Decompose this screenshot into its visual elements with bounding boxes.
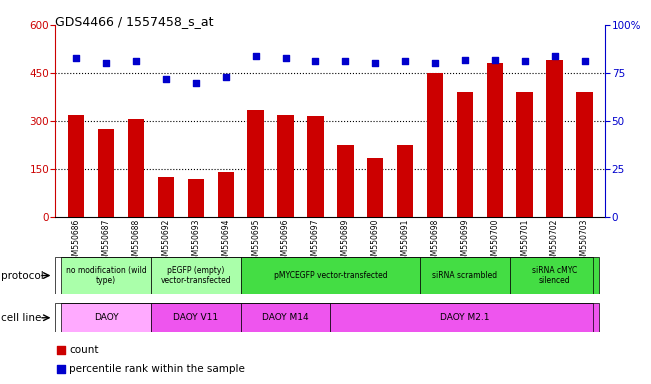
Bar [546, 60, 563, 217]
Bar [241, 303, 330, 332]
Point [460, 56, 470, 63]
Point [490, 56, 500, 63]
Point [251, 53, 261, 59]
Text: pEGFP (empty)
vector-transfected: pEGFP (empty) vector-transfected [161, 266, 231, 285]
Point [519, 58, 530, 65]
Point [311, 58, 321, 65]
Bar [510, 257, 600, 294]
Text: percentile rank within the sample: percentile rank within the sample [69, 364, 245, 374]
Bar [277, 114, 294, 217]
Bar [217, 172, 234, 217]
Point [340, 58, 350, 65]
Bar [307, 116, 324, 217]
Text: no modification (wild
type): no modification (wild type) [66, 266, 146, 285]
Point [430, 60, 440, 66]
Bar [68, 114, 85, 217]
Text: DAOY V11: DAOY V11 [173, 313, 219, 322]
Point [191, 79, 201, 86]
Point [161, 76, 171, 82]
Bar [61, 303, 151, 332]
Point [71, 55, 81, 61]
Point [131, 58, 141, 65]
Point [400, 58, 410, 65]
Text: DAOY M2.1: DAOY M2.1 [440, 313, 490, 322]
Text: pMYCEGFP vector-transfected: pMYCEGFP vector-transfected [273, 271, 387, 280]
Point [375, 120, 385, 126]
Bar [98, 129, 115, 217]
Text: cell line: cell line [1, 313, 42, 323]
Point [579, 58, 590, 65]
Point [281, 55, 291, 61]
Bar [337, 145, 353, 217]
Bar [330, 303, 600, 332]
Bar [427, 73, 443, 217]
Bar [151, 257, 241, 294]
Bar [486, 63, 503, 217]
Text: siRNA cMYC
silenced: siRNA cMYC silenced [532, 266, 577, 285]
Point [549, 53, 560, 59]
Bar [367, 158, 383, 217]
Text: protocol: protocol [1, 270, 44, 281]
Bar [516, 92, 533, 217]
Text: DAOY M14: DAOY M14 [262, 313, 309, 322]
Bar [420, 257, 510, 294]
Bar [457, 92, 473, 217]
Text: DAOY: DAOY [94, 313, 118, 322]
Bar [151, 303, 241, 332]
Text: GDS4466 / 1557458_s_at: GDS4466 / 1557458_s_at [55, 15, 214, 28]
Point [375, 293, 385, 299]
Point [221, 74, 231, 80]
Bar [247, 110, 264, 217]
Bar [187, 179, 204, 217]
Bar [61, 257, 151, 294]
Text: siRNA scrambled: siRNA scrambled [432, 271, 497, 280]
Bar [576, 92, 592, 217]
Point [370, 60, 380, 66]
Bar [241, 257, 420, 294]
Text: count: count [69, 345, 98, 356]
Bar [128, 119, 145, 217]
Bar [158, 177, 174, 217]
Point [101, 60, 111, 66]
Bar [397, 145, 413, 217]
